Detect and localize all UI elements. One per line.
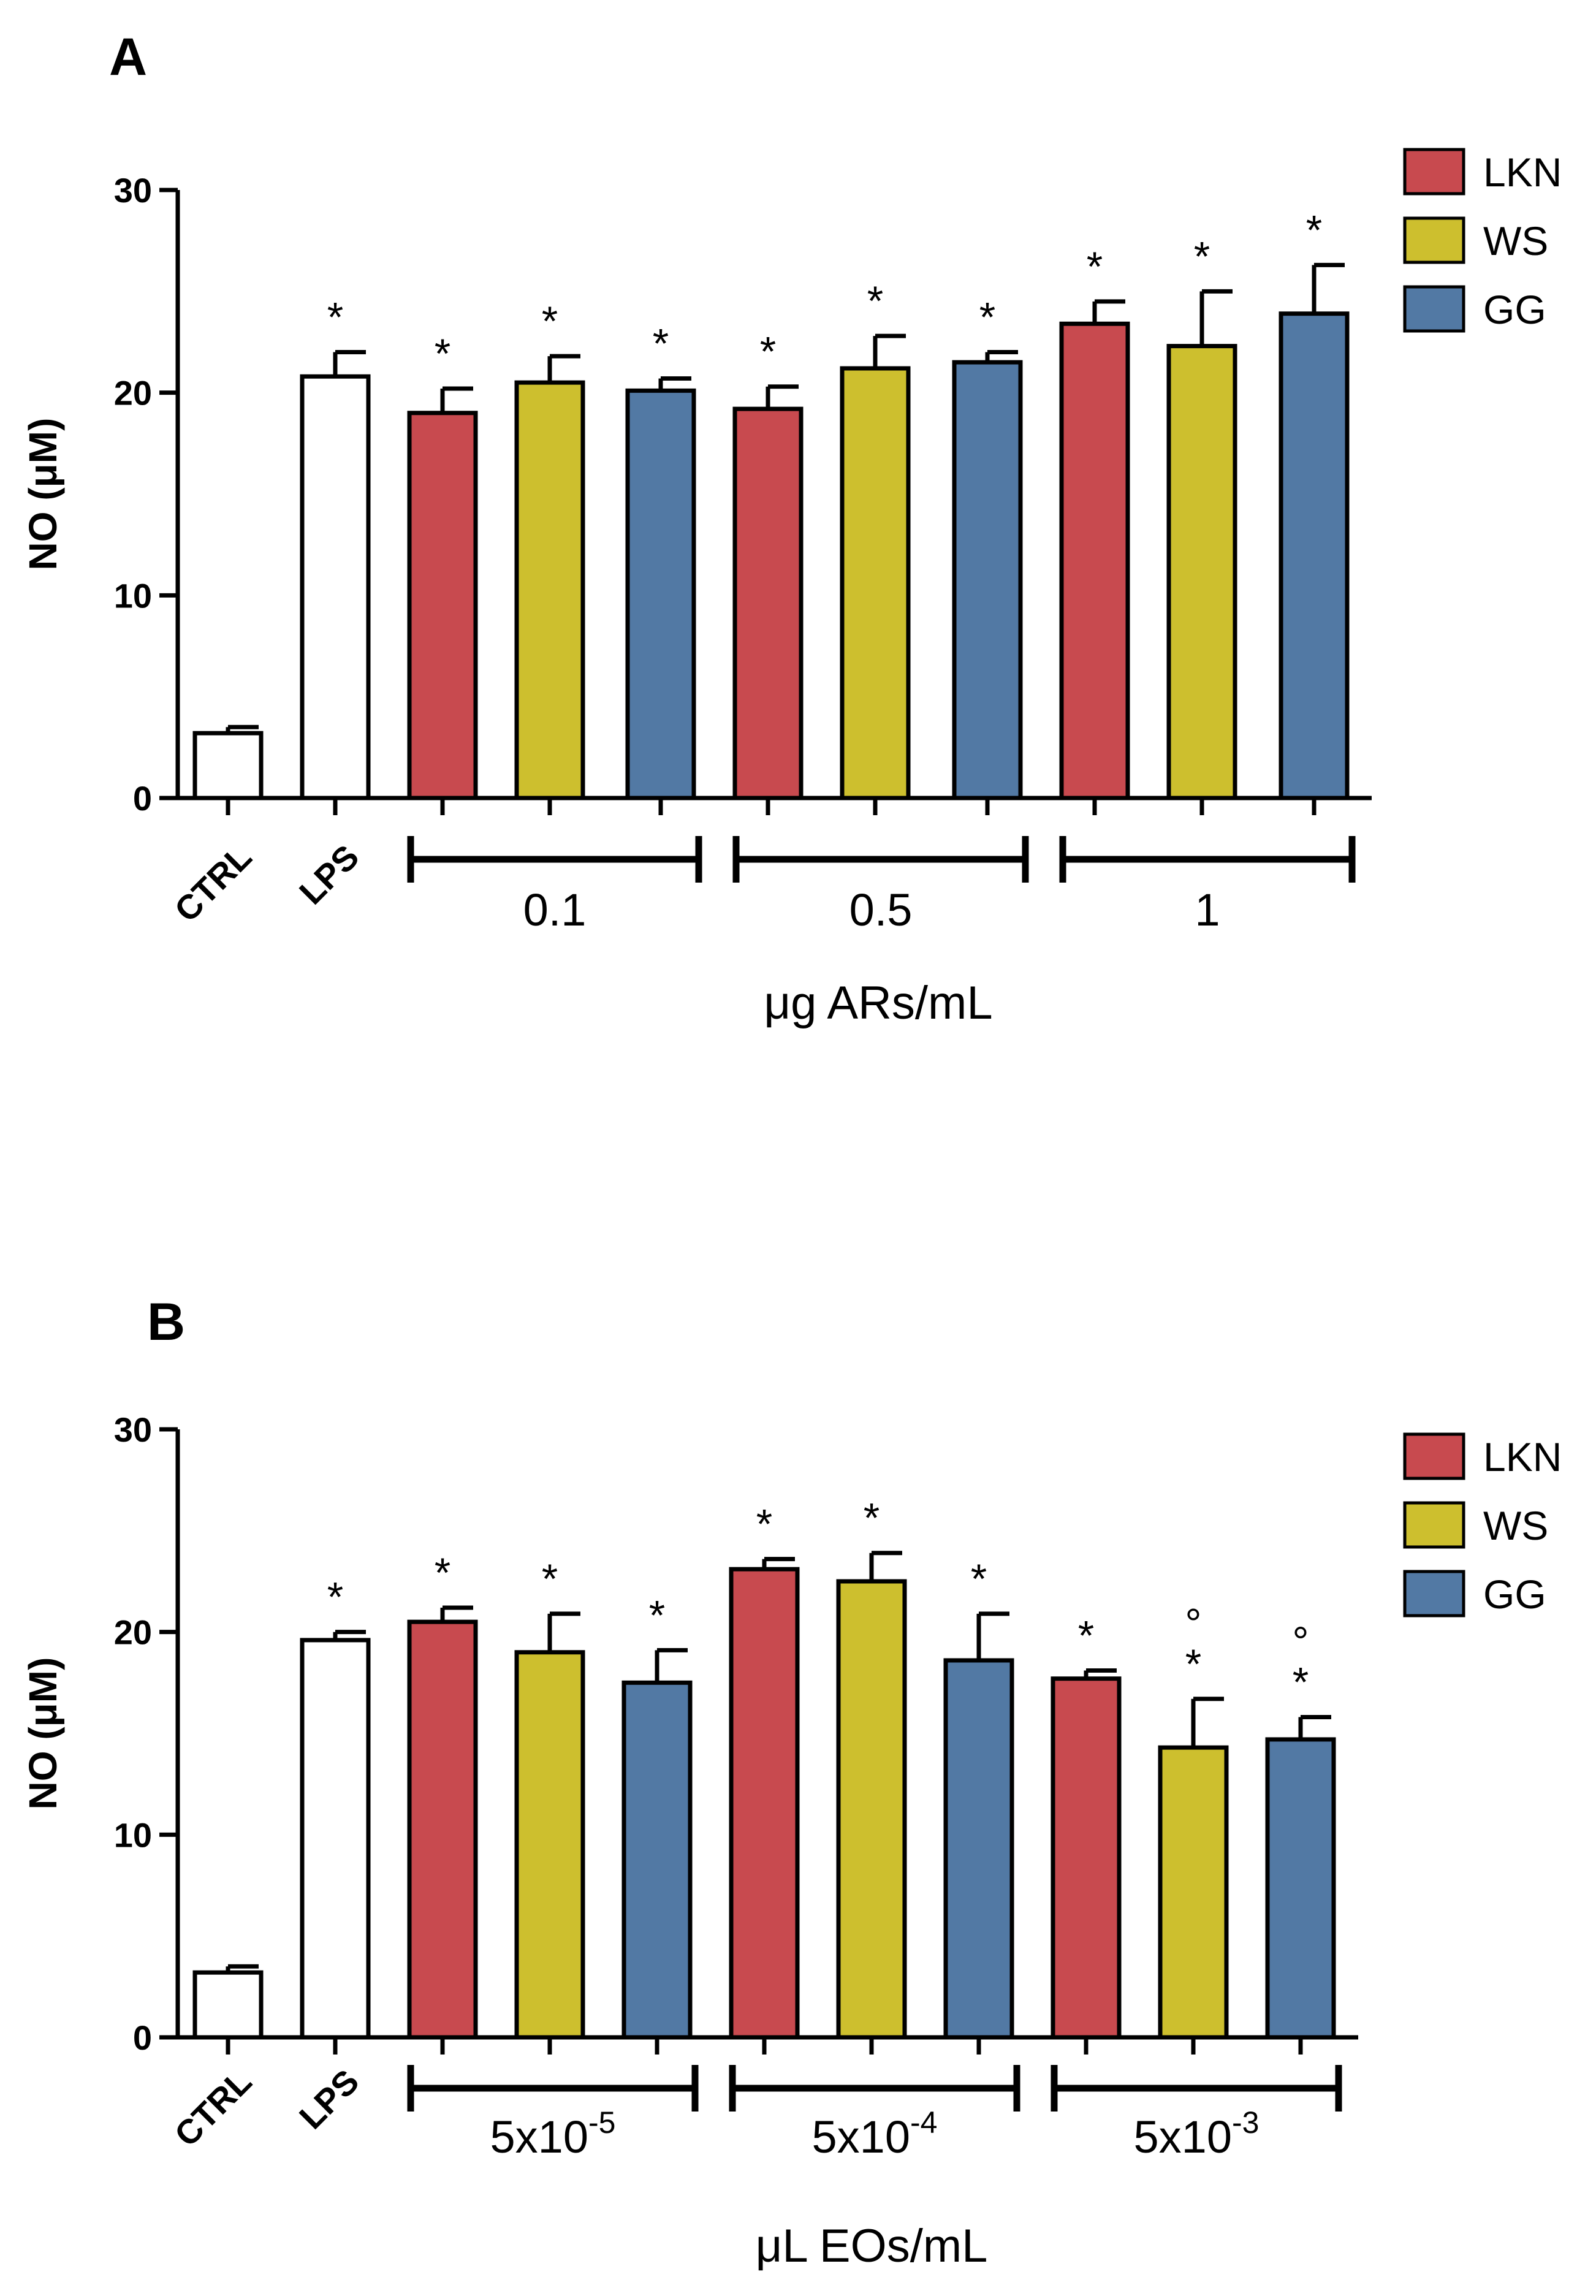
y-axis-label: NO (μM) bbox=[21, 1657, 65, 1810]
bar-lkn bbox=[407, 1619, 478, 2040]
bar-gg bbox=[625, 388, 696, 800]
group-label-base: 5x10 bbox=[490, 2112, 588, 2162]
y-tick-label: 30 bbox=[114, 1410, 152, 1449]
bar-lps bbox=[300, 374, 371, 800]
significance-star: * bbox=[327, 1574, 343, 1621]
y-axis-label: NO (μM) bbox=[21, 418, 65, 571]
significance-star: * bbox=[1185, 1641, 1201, 1687]
group-label-base: 5x10 bbox=[812, 2112, 910, 2162]
bar-gg bbox=[621, 1680, 693, 2040]
significance-star: * bbox=[649, 1592, 665, 1638]
bar-lps bbox=[300, 1638, 371, 2040]
bar-ctrl bbox=[192, 731, 264, 800]
y-tick-label: 30 bbox=[114, 171, 152, 210]
group-label-base: 0.5 bbox=[849, 884, 913, 935]
significance-star: * bbox=[542, 298, 558, 344]
legend-label: WS bbox=[1483, 1503, 1548, 1548]
group-label: 0.5 bbox=[849, 884, 913, 935]
x-category-label: CTRL bbox=[167, 837, 259, 929]
x-category-label: CTRL bbox=[167, 2062, 259, 2154]
y-tick-label: 20 bbox=[114, 1613, 152, 1652]
x-category-label: LPS bbox=[292, 2062, 367, 2137]
group-label-exponent: -4 bbox=[910, 2105, 937, 2140]
legend-label: WS bbox=[1483, 218, 1548, 264]
legend-swatch-ws bbox=[1403, 1501, 1465, 1549]
bar-ws bbox=[514, 1650, 585, 2040]
legend-label: GG bbox=[1483, 287, 1546, 332]
bar-lkn bbox=[407, 411, 478, 800]
bar-gg bbox=[1265, 1737, 1336, 2040]
bar-ws bbox=[840, 366, 911, 800]
significance-circle: ° bbox=[1292, 1619, 1309, 1665]
bar-gg bbox=[1279, 311, 1350, 800]
bar-ws bbox=[1158, 1745, 1229, 2040]
significance-star: * bbox=[1306, 207, 1322, 253]
y-tick-label: 10 bbox=[114, 1815, 152, 1854]
significance-star: * bbox=[979, 294, 995, 341]
group-label-base: 5x10 bbox=[1134, 2112, 1232, 2162]
significance-star: * bbox=[1194, 233, 1210, 279]
significance-star: * bbox=[542, 1556, 558, 1602]
y-tick-label: 0 bbox=[133, 2018, 152, 2057]
significance-star: * bbox=[435, 330, 450, 377]
group-label: 5x10-5 bbox=[490, 2105, 616, 2162]
bar-gg bbox=[943, 1658, 1014, 2040]
group-label-exponent: -3 bbox=[1232, 2105, 1259, 2140]
legend-swatch-gg bbox=[1403, 285, 1465, 333]
significance-star: * bbox=[971, 1556, 987, 1602]
group-label: 1 bbox=[1195, 884, 1220, 935]
legend-label: LKN bbox=[1483, 150, 1562, 195]
y-tick-label: 20 bbox=[114, 374, 152, 412]
significance-star: * bbox=[867, 278, 883, 324]
legend-label: GG bbox=[1483, 1572, 1546, 1617]
significance-star: * bbox=[435, 1549, 450, 1596]
bar-lkn bbox=[1059, 321, 1130, 800]
x-category-label: LPS bbox=[292, 837, 367, 912]
significance-star: * bbox=[653, 321, 669, 367]
significance-star: * bbox=[760, 329, 776, 375]
x-axis-label: μL EOs/mL bbox=[756, 2220, 988, 2272]
significance-circle: ° bbox=[1185, 1600, 1201, 1647]
significance-star: * bbox=[1293, 1659, 1309, 1706]
group-label-exponent: -5 bbox=[588, 2105, 615, 2140]
panel-letter: A bbox=[109, 28, 147, 86]
group-label: 5x10-3 bbox=[1134, 2105, 1260, 2162]
bar-ws bbox=[836, 1579, 907, 2040]
bar-ws bbox=[514, 380, 585, 800]
group-label: 5x10-4 bbox=[812, 2105, 938, 2162]
legend-swatch-lkn bbox=[1403, 148, 1465, 196]
significance-star: * bbox=[864, 1495, 880, 1541]
significance-star: * bbox=[327, 294, 343, 341]
y-tick-label: 0 bbox=[133, 779, 152, 818]
significance-star: * bbox=[1078, 1612, 1094, 1659]
legend-swatch-gg bbox=[1403, 1570, 1465, 1617]
legend-swatch-ws bbox=[1403, 216, 1465, 264]
y-tick-label: 10 bbox=[114, 576, 152, 615]
significance-star: * bbox=[756, 1501, 772, 1548]
group-label: 0.1 bbox=[523, 884, 587, 935]
panel-a: A NO (μM) 0 10 20 30 CTRL * LPS * * * * * * * * * 0.1 0.5 1 μ… bbox=[21, 28, 1562, 1029]
bar-lkn bbox=[729, 1567, 800, 2040]
bar-lkn bbox=[1051, 1676, 1122, 2040]
bar-ctrl bbox=[192, 1970, 264, 2040]
significance-star: * bbox=[1087, 243, 1103, 290]
panel-letter: B bbox=[147, 1293, 185, 1351]
bar-gg bbox=[952, 360, 1023, 800]
legend-label: LKN bbox=[1483, 1434, 1562, 1480]
group-label-base: 1 bbox=[1195, 884, 1220, 935]
bar-ws bbox=[1166, 344, 1237, 800]
legend-swatch-lkn bbox=[1403, 1432, 1465, 1480]
bar-lkn bbox=[732, 406, 804, 800]
group-label-base: 0.1 bbox=[523, 884, 587, 935]
x-axis-label: μg ARs/mL bbox=[764, 977, 992, 1029]
